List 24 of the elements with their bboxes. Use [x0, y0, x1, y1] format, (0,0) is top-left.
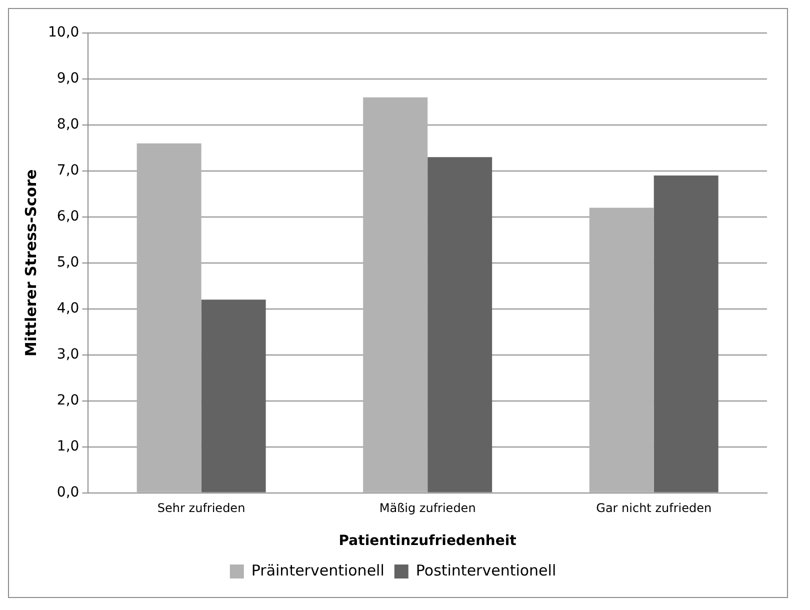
bar — [428, 157, 492, 492]
x-tick-label: Sehr zufrieden — [157, 501, 246, 516]
y-tick-label: 6,0 — [56, 208, 80, 225]
y-tick-label: 5,0 — [56, 254, 80, 271]
x-tick-label: Mäßig zufrieden — [379, 501, 476, 516]
y-tick-label: 0,0 — [56, 484, 80, 500]
bar — [363, 97, 428, 492]
y-axis-title: Mittlerer Stress-Score — [22, 169, 40, 356]
y-tick-label: 4,0 — [56, 300, 80, 317]
legend-label: Präinterventionell — [251, 561, 384, 580]
y-tick-label: 2,0 — [56, 392, 80, 408]
x-axis-title: Patientinzufriedenheit — [338, 533, 517, 550]
y-tick-label: 1,0 — [56, 438, 80, 454]
y-tick-label: 3,0 — [56, 346, 80, 362]
y-tick-label: 7,0 — [56, 162, 80, 179]
legend-label: Postinterventionell — [416, 561, 556, 580]
y-tick-label: 8,0 — [56, 116, 80, 133]
y-tick-label: 10,0 — [48, 24, 80, 41]
bar — [589, 208, 654, 492]
bar — [201, 300, 266, 492]
bar — [654, 176, 718, 492]
x-tick-label: Gar nicht zufrieden — [596, 501, 712, 516]
bar — [136, 143, 202, 492]
y-tick-label: 9,0 — [56, 70, 80, 87]
